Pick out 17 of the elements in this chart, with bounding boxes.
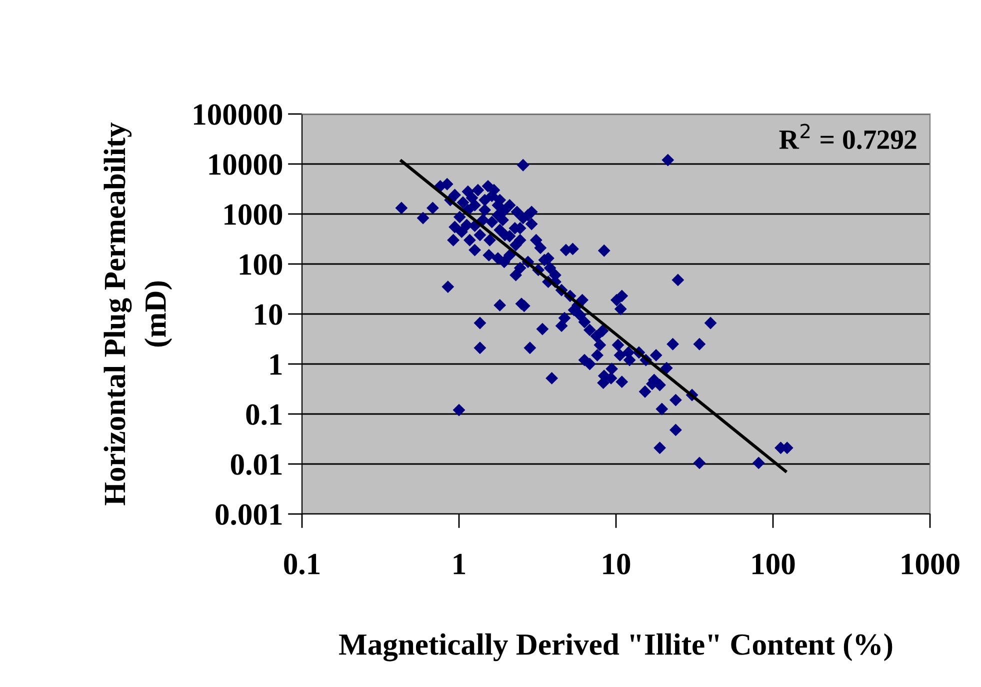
x-tick-label: 100 — [752, 554, 795, 574]
y-tick-label: 1000 — [224, 204, 282, 225]
y-axis-title: Horizontal Plug Permeability (mD) — [104, 122, 172, 506]
y-tick-label: 0.01 — [230, 454, 282, 476]
y-tick-label: 1 — [270, 354, 282, 375]
x-tick-label: 10 — [603, 554, 630, 574]
y-tick-label: 10 — [255, 304, 282, 325]
x-tick-label: 0.1 — [284, 554, 320, 575]
x-axis-title: Magnetically Derived "Illite" Content (%) — [339, 633, 892, 662]
y-tick-label: 0.001 — [216, 504, 282, 526]
y-tick-label: 0.1 — [246, 404, 282, 426]
x-tick-label: 1000 — [902, 554, 960, 574]
y-tick-label: 10000 — [209, 154, 282, 175]
y-tick-label: 100 — [240, 254, 282, 275]
x-tick-label: 1 — [454, 554, 466, 574]
annotation: R$^{2}$ = 0.7292 — [779, 124, 916, 150]
y-tick-label: 100000 — [194, 104, 282, 125]
